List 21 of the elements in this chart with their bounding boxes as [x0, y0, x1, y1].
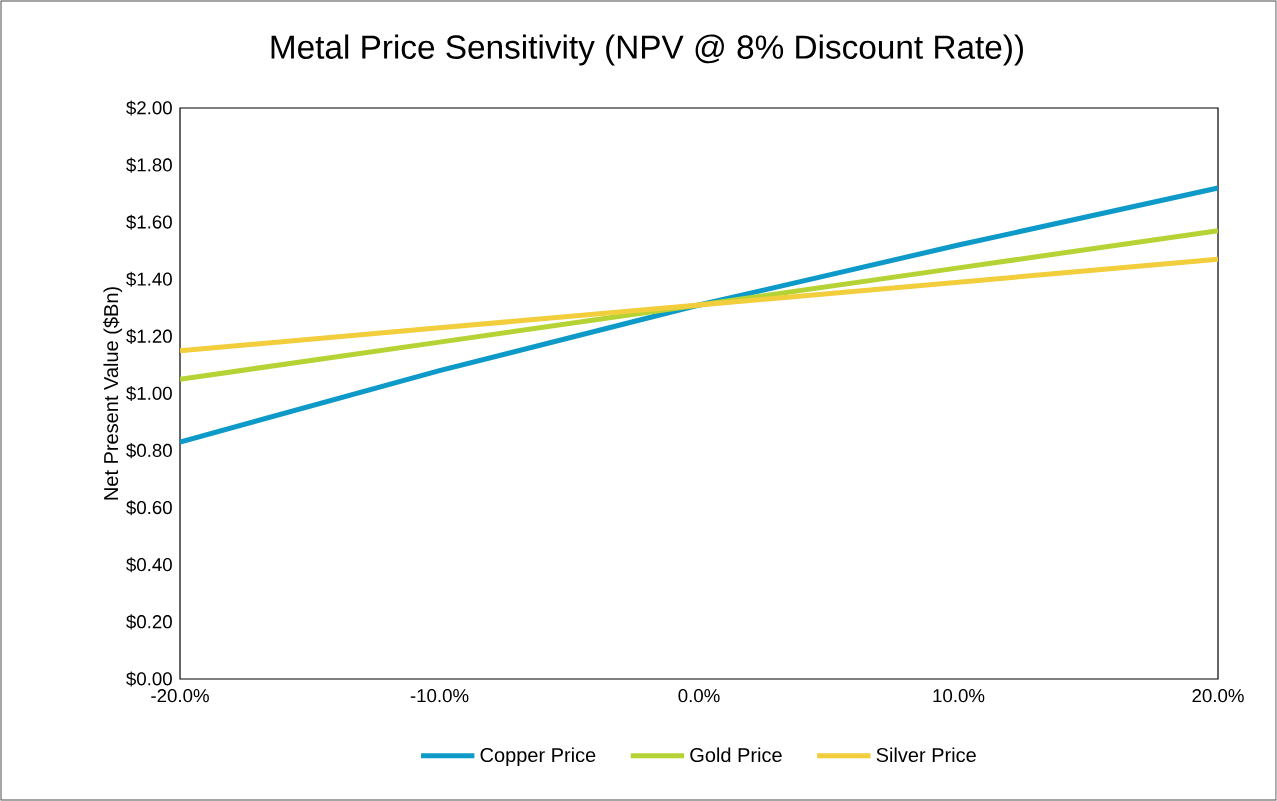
y-tick-label: $1.40 — [126, 271, 172, 287]
y-tick-label: $1.20 — [126, 328, 172, 344]
y-tick-label: $2.00 — [126, 100, 172, 116]
x-tick-label: 20.0% — [1192, 689, 1244, 703]
x-tick-label: 0.0% — [678, 689, 720, 703]
legend-label: Copper Price — [480, 747, 596, 767]
legend-label: Gold Price — [690, 747, 782, 763]
y-tick-label: $0.20 — [126, 614, 172, 630]
x-tick-label: 10.0% — [933, 689, 985, 703]
chart-title: Metal Price Sensitivity (NPV @ 8% Discount Rate)) — [271, 34, 1023, 66]
y-tick-label: $0.60 — [126, 500, 172, 516]
y-axis-title: Net Present Value ($Bn) — [103, 287, 123, 500]
y-tick-label: $1.60 — [126, 214, 172, 230]
y-tick-label: $1.80 — [126, 157, 172, 173]
y-tick-label: $0.40 — [126, 557, 172, 573]
x-tick-label: -10.0% — [410, 689, 469, 703]
y-tick-label: $1.00 — [126, 385, 172, 402]
legend-label: Silver Price — [876, 747, 976, 763]
x-tick-label: -20.0% — [151, 689, 209, 703]
y-tick-label: $0.80 — [126, 443, 172, 459]
y-tick-label: $0.00 — [126, 671, 172, 687]
